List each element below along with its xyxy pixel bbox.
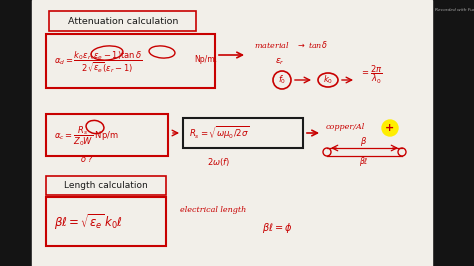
Text: $\alpha_d = \dfrac{k_0\varepsilon_r(\varepsilon_e - 1)\tan\delta}{2\sqrt{\vareps: $\alpha_d = \dfrac{k_0\varepsilon_r(\var… <box>54 49 143 75</box>
Text: electrical length: electrical length <box>180 206 246 214</box>
Bar <box>32 0 432 266</box>
Text: $\beta\ell = \sqrt{\varepsilon_e}\,k_0\ell$: $\beta\ell = \sqrt{\varepsilon_e}\,k_0\e… <box>54 212 123 232</box>
FancyBboxPatch shape <box>183 118 303 148</box>
Text: $\varepsilon_r$: $\varepsilon_r$ <box>275 57 285 67</box>
Text: $\beta\ell$: $\beta\ell$ <box>359 156 369 168</box>
FancyBboxPatch shape <box>46 114 168 156</box>
Text: $R_s = \sqrt{\omega\mu_0/2\sigma}$: $R_s = \sqrt{\omega\mu_0/2\sigma}$ <box>189 125 250 141</box>
FancyBboxPatch shape <box>46 197 166 246</box>
Text: $2\omega(f)$: $2\omega(f)$ <box>208 156 230 168</box>
Text: copper/Al: copper/Al <box>326 123 365 131</box>
Text: material   $\to$ tan$\delta$: material $\to$ tan$\delta$ <box>254 39 328 51</box>
Text: +: + <box>385 123 395 133</box>
Text: $\beta\ell = \phi$: $\beta\ell = \phi$ <box>262 221 292 235</box>
Bar <box>432 0 474 266</box>
Text: $=\dfrac{2\pi}{\lambda_0}$: $=\dfrac{2\pi}{\lambda_0}$ <box>360 64 383 86</box>
Text: $\beta$: $\beta$ <box>360 135 367 148</box>
FancyBboxPatch shape <box>46 34 215 88</box>
Text: Length calculation: Length calculation <box>64 181 148 190</box>
Text: Np/m.: Np/m. <box>194 56 217 64</box>
Text: $f_0$: $f_0$ <box>278 74 286 86</box>
Text: Attenuation calculation: Attenuation calculation <box>68 16 178 26</box>
FancyBboxPatch shape <box>46 176 166 195</box>
Text: Recorded with Fun Screen Recorder: Recorded with Fun Screen Recorder <box>435 8 474 12</box>
Text: $\alpha_c = \dfrac{R_s}{Z_0 W}$ Np/m: $\alpha_c = \dfrac{R_s}{Z_0 W}$ Np/m <box>54 124 119 148</box>
Bar <box>0 0 32 266</box>
Circle shape <box>382 120 398 136</box>
Text: $k_0$: $k_0$ <box>323 74 333 86</box>
Text: $\delta$ ?: $\delta$ ? <box>80 152 94 164</box>
FancyBboxPatch shape <box>49 11 196 31</box>
